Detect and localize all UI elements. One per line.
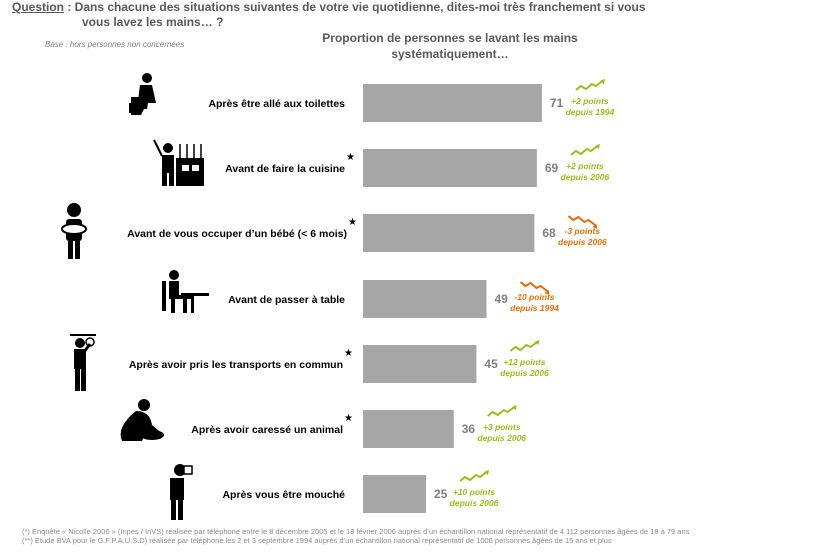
trend-points: -3 points bbox=[565, 226, 601, 236]
category-label: Avant de passer à table bbox=[228, 294, 345, 306]
star-marker: ★ bbox=[344, 348, 353, 359]
trend-points: -10 points bbox=[514, 292, 554, 302]
value-label: 69 bbox=[545, 161, 559, 175]
question-body-line2: vous lavez les mains… ? bbox=[82, 15, 224, 29]
trend-points: +12 points bbox=[503, 357, 546, 367]
trend-arrowhead bbox=[592, 224, 598, 229]
footnote-2: (**) Etude BVA pour le G.F.P.A.U.S.D) ré… bbox=[22, 536, 612, 545]
trend-since: depuis 2006 bbox=[450, 498, 499, 508]
trend-arrowhead bbox=[484, 470, 489, 475]
trend-since: depuis 2006 bbox=[477, 433, 526, 443]
bar-row: Avant de faire la cuisine★ 69 +2 pointsdep… bbox=[153, 139, 610, 187]
trend-points: +10 points bbox=[453, 487, 496, 497]
trend-points: +2 points bbox=[571, 96, 609, 106]
trend-since: depuis 2006 bbox=[558, 237, 607, 247]
bar-row: Après vous être mouché 25 +10 pointsdepuis… bbox=[170, 464, 499, 520]
trend-since: depuis 1994 bbox=[510, 303, 559, 313]
value-label: 45 bbox=[484, 357, 498, 371]
bar bbox=[363, 280, 487, 318]
category-label: Après avoir caressé un animal bbox=[191, 424, 343, 436]
trend-up-icon bbox=[459, 470, 489, 482]
bar-row: Avant de vous occuper d’un bébé (< 6 moi… bbox=[61, 203, 607, 259]
question-body: : Dans chacune des situations suivantes … bbox=[64, 0, 646, 14]
value-label: 68 bbox=[542, 226, 556, 240]
footnote-1: (*) Enquête « Nicolle 2006 » (Inpes / In… bbox=[22, 527, 690, 536]
trend-since: depuis 1994 bbox=[566, 107, 615, 117]
trend-since: depuis 2006 bbox=[561, 172, 610, 182]
trend-up-icon bbox=[570, 144, 600, 156]
bar bbox=[363, 410, 454, 448]
toilet-icon bbox=[129, 73, 156, 115]
petting-animal-icon bbox=[120, 399, 164, 441]
star-marker: ★ bbox=[348, 217, 357, 228]
bar bbox=[363, 345, 477, 383]
bar bbox=[363, 475, 426, 513]
nose-blowing-icon bbox=[170, 464, 193, 520]
cooking-icon bbox=[153, 139, 204, 186]
question-label: Question bbox=[12, 0, 65, 14]
category-label: Après vous être mouché bbox=[222, 489, 345, 501]
star-marker: ★ bbox=[344, 413, 353, 424]
bar bbox=[363, 84, 542, 122]
value-label: 49 bbox=[494, 292, 508, 306]
category-label: Après être allé aux toilettes bbox=[208, 98, 345, 110]
question-text: Question : Dans chacune des situations s… bbox=[12, 0, 772, 30]
base-note: Base : hors personnes non concernées bbox=[45, 40, 185, 49]
trend-since: depuis 2006 bbox=[500, 368, 549, 378]
bar-row: Après être allé aux toilettes 71 +2 points… bbox=[129, 73, 615, 122]
bar-row: Après avoir caressé un animal★ 36 +3 point… bbox=[120, 399, 526, 448]
chart-title: Proportion de personnes se lavant les ma… bbox=[322, 31, 578, 61]
trend-arrowhead bbox=[599, 79, 605, 84]
trend-points: +3 points bbox=[483, 422, 521, 432]
bar-row: Avant de passer à table 49 -10 pointsdepui… bbox=[162, 270, 559, 318]
value-label: 25 bbox=[434, 487, 448, 501]
category-label: Avant de vous occuper d’un bébé (< 6 moi… bbox=[127, 228, 347, 240]
bar bbox=[363, 214, 535, 252]
dining-table-icon bbox=[162, 270, 209, 313]
trend-down-icon bbox=[567, 215, 597, 227]
trend-points: +2 points bbox=[566, 161, 604, 171]
trend-arrowhead bbox=[534, 340, 540, 345]
category-label: Après avoir pris les transports en commu… bbox=[129, 359, 343, 371]
public-transport-icon bbox=[70, 334, 96, 391]
trend-up-icon bbox=[509, 340, 539, 352]
value-label: 71 bbox=[550, 96, 564, 110]
trend-arrowhead bbox=[511, 405, 517, 410]
trend-arrowhead bbox=[544, 290, 550, 295]
baby-care-icon bbox=[61, 203, 87, 259]
trend-up-icon bbox=[487, 405, 517, 417]
star-marker: ★ bbox=[346, 152, 355, 163]
bar-row: Après avoir pris les transports en commu… bbox=[70, 334, 549, 391]
bar bbox=[363, 149, 537, 187]
value-label: 36 bbox=[462, 422, 476, 436]
trend-down-icon bbox=[519, 281, 550, 293]
trend-up-icon bbox=[575, 79, 605, 91]
trend-arrowhead bbox=[594, 144, 600, 149]
category-label: Avant de faire la cuisine bbox=[225, 163, 345, 175]
footnotes: (*) Enquête « Nicolle 2006 » (Inpes / In… bbox=[22, 527, 812, 545]
